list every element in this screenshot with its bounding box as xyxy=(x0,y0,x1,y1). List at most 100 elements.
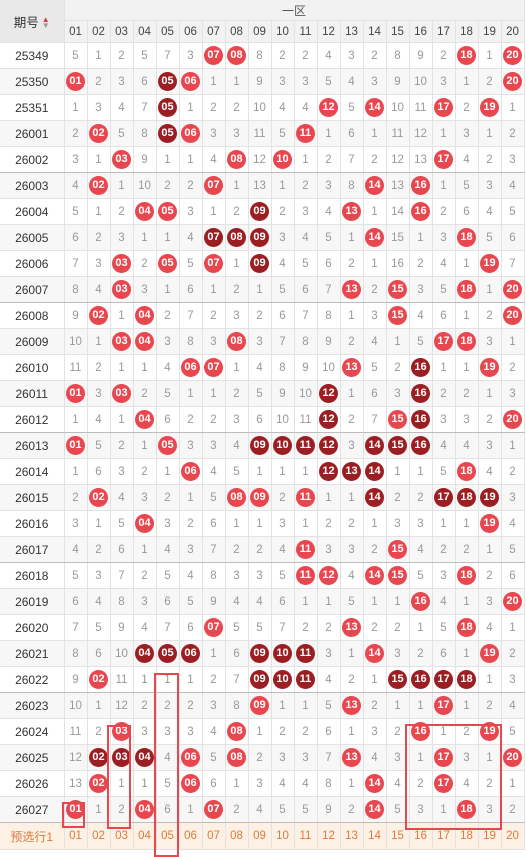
consecutive-ball: 13 xyxy=(342,462,361,481)
omission-count: 1 xyxy=(248,458,272,485)
omission-count: 7 xyxy=(317,276,341,303)
omission-count: 4 xyxy=(133,614,157,641)
forecast-select-cell[interactable]: 01 xyxy=(64,822,88,850)
forecast-select-cell[interactable]: 06 xyxy=(179,822,203,850)
forecast-select-cell[interactable]: 02 xyxy=(87,822,111,850)
drawn-ball: 16 xyxy=(411,202,430,221)
omission-count: 2 xyxy=(225,198,249,225)
omission-count: 5 xyxy=(110,120,134,147)
omission-count: 3 xyxy=(432,562,456,589)
forecast-select-cell[interactable]: 14 xyxy=(363,822,387,850)
omission-count: 7 xyxy=(133,94,157,121)
omission-count: 5 xyxy=(156,770,180,797)
period-cell: 26025 xyxy=(0,744,65,771)
omission-count: 2 xyxy=(386,354,410,381)
drawn-ball: 10 xyxy=(273,150,292,169)
omission-count: 1 xyxy=(432,172,456,199)
table-row: 26015 2 02 4 3 2 1 5 08 09 2 11 1 1 14 2 2 17 18 19 3 xyxy=(0,484,525,511)
omission-count: 8 xyxy=(294,328,318,355)
drawn-ball: 05 xyxy=(158,254,177,273)
omission-count: 7 xyxy=(64,614,88,641)
omission-count: 10 xyxy=(110,640,134,667)
omission-count: 1 xyxy=(478,380,502,407)
drawn-ball: 05 xyxy=(158,202,177,221)
forecast-select-cell[interactable]: 12 xyxy=(317,822,341,850)
number-cell: 03 xyxy=(110,250,134,277)
forecast-select-cell[interactable]: 07 xyxy=(202,822,226,850)
period-column-header[interactable]: 期号 ▲ ▼ xyxy=(0,0,65,43)
omission-count: 1 xyxy=(271,172,295,199)
number-cell: 02 xyxy=(87,770,111,797)
omission-count: 6 xyxy=(271,588,295,615)
period-cell: 25351 xyxy=(0,94,65,121)
forecast-select-cell[interactable]: 15 xyxy=(386,822,410,850)
omission-count: 10 xyxy=(64,328,88,355)
omission-count: 3 xyxy=(271,744,295,771)
number-cell: 06 xyxy=(179,68,203,95)
number-cell: 10 xyxy=(271,666,295,693)
number-cell: 13 xyxy=(340,744,364,771)
consecutive-ball: 09 xyxy=(250,228,269,247)
number-cell: 08 xyxy=(225,328,249,355)
omission-count: 10 xyxy=(317,354,341,381)
omission-count: 8 xyxy=(110,588,134,615)
forecast-select-cell[interactable]: 13 xyxy=(340,822,364,850)
omission-count: 1 xyxy=(87,796,111,823)
omission-count: 10 xyxy=(294,380,318,407)
forecast-select-cell[interactable]: 09 xyxy=(248,822,272,850)
number-cell: 01 xyxy=(64,796,88,823)
drawn-ball: 07 xyxy=(204,176,223,195)
forecast-select-cell[interactable]: 05 xyxy=(156,822,180,850)
column-header-16: 16 xyxy=(409,20,433,43)
forecast-select-cell[interactable]: 08 xyxy=(225,822,249,850)
omission-count: 1 xyxy=(156,146,180,173)
table-row: 26008 9 02 1 04 2 7 2 3 2 6 7 8 1 3 15 4 6 1 2 20 xyxy=(0,302,525,329)
omission-count: 1 xyxy=(455,302,479,329)
sort-icon[interactable]: ▲ ▼ xyxy=(41,15,50,31)
omission-count: 5 xyxy=(317,224,341,251)
number-cell: 08 xyxy=(225,718,249,745)
number-cell: 06 xyxy=(179,120,203,147)
forecast-select-cell[interactable]: 20 xyxy=(501,822,525,850)
drawn-ball: 06 xyxy=(181,462,200,481)
omission-count: 2 xyxy=(317,146,341,173)
drawn-ball: 02 xyxy=(89,488,108,507)
table-row: 26007 8 4 03 3 1 6 1 2 1 5 6 7 13 2 15 3 5 18 1 20 xyxy=(0,276,525,303)
forecast-select-cell[interactable]: 17 xyxy=(432,822,456,850)
forecast-select-cell[interactable]: 10 xyxy=(271,822,295,850)
forecast-select-cell[interactable]: 19 xyxy=(478,822,502,850)
column-header-09: 09 xyxy=(248,20,272,43)
forecast-select-cell[interactable]: 16 xyxy=(409,822,433,850)
omission-count: 5 xyxy=(225,458,249,485)
omission-count: 6 xyxy=(64,588,88,615)
number-cell: 12 xyxy=(317,94,341,121)
omission-count: 2 xyxy=(110,42,134,69)
forecast-select-cell[interactable]: 11 xyxy=(294,822,318,850)
forecast-select-cell[interactable]: 18 xyxy=(455,822,479,850)
forecast-select-cell[interactable]: 03 xyxy=(110,822,134,850)
drawn-ball: 04 xyxy=(135,800,154,819)
drawn-ball: 15 xyxy=(388,540,407,559)
omission-count: 2 xyxy=(156,302,180,329)
number-cell: 16 xyxy=(409,666,433,693)
drawn-ball: 11 xyxy=(296,566,315,585)
omission-count: 2 xyxy=(87,718,111,745)
omission-count: 4 xyxy=(294,770,318,797)
column-header-06: 06 xyxy=(179,20,203,43)
omission-count: 8 xyxy=(64,640,88,667)
omission-count: 13 xyxy=(248,172,272,199)
number-cell: 17 xyxy=(432,94,456,121)
omission-count: 1 xyxy=(248,510,272,537)
omission-count: 5 xyxy=(363,354,387,381)
omission-count: 1 xyxy=(133,770,157,797)
number-cell: 07 xyxy=(202,224,226,251)
omission-count: 2 xyxy=(248,536,272,563)
omission-count: 7 xyxy=(64,250,88,277)
omission-count: 7 xyxy=(156,614,180,641)
omission-count: 3 xyxy=(179,198,203,225)
number-cell: 13 xyxy=(340,614,364,641)
column-header-01: 01 xyxy=(64,20,88,43)
omission-count: 2 xyxy=(340,250,364,277)
forecast-select-cell[interactable]: 04 xyxy=(133,822,157,850)
period-cell: 26011 xyxy=(0,380,65,407)
